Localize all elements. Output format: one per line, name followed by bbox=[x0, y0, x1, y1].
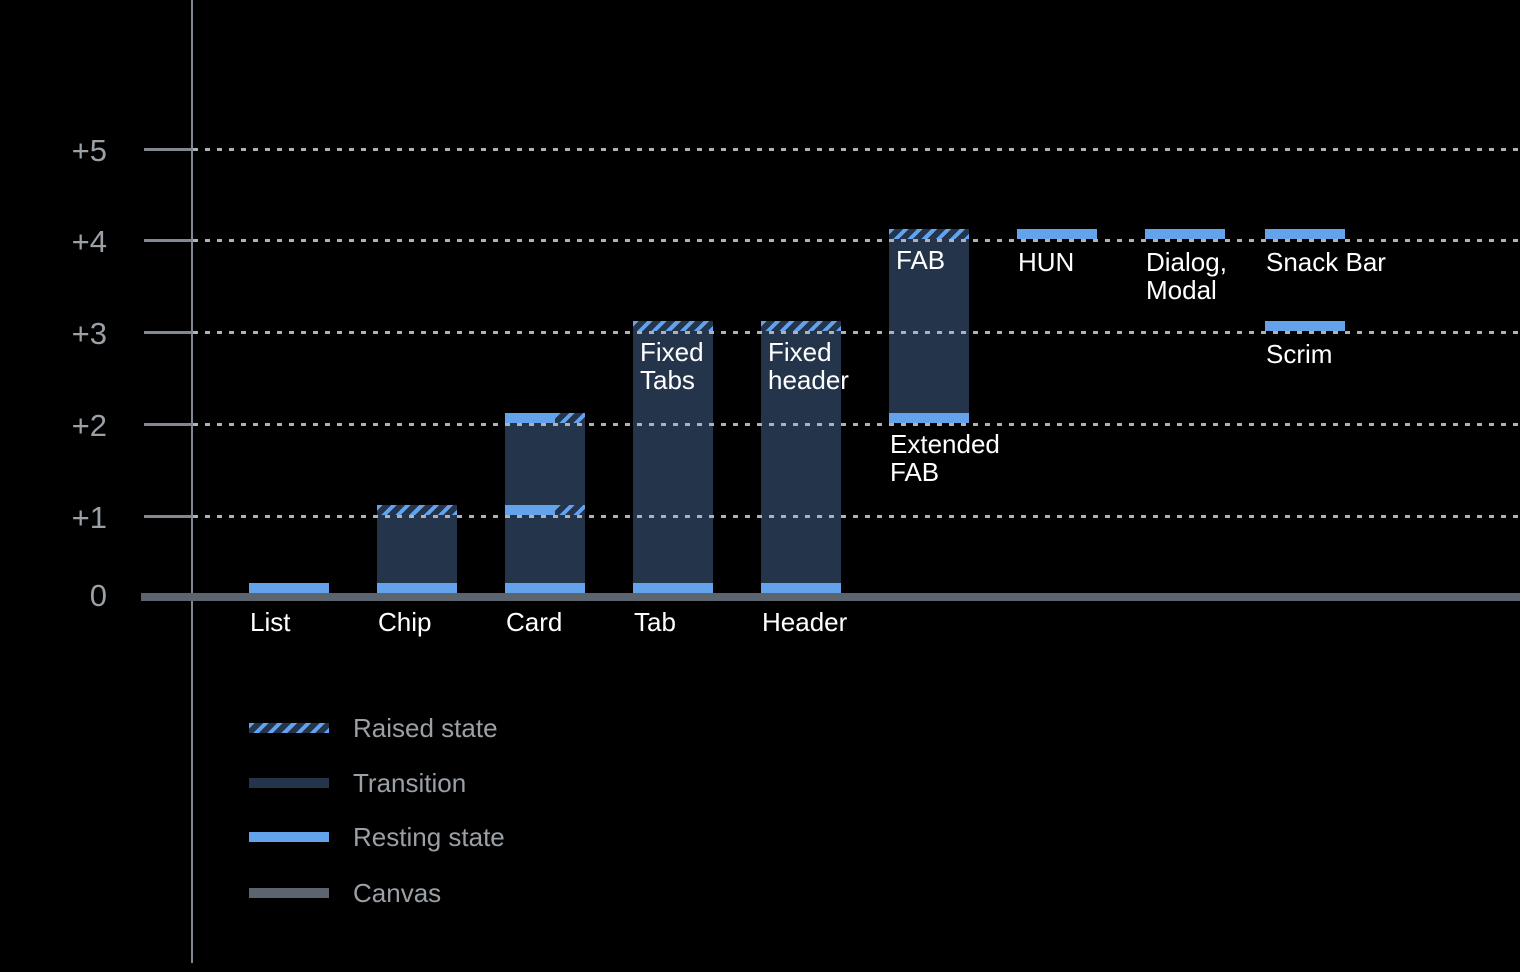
band-resting-chip-l0 bbox=[377, 583, 457, 593]
y-tick-mark-2 bbox=[144, 423, 193, 426]
bar-label-fab: FAB bbox=[896, 245, 946, 275]
bar-caption-list: List bbox=[250, 607, 291, 637]
band-resting-hun-l4 bbox=[1017, 229, 1097, 239]
legend-swatch-transition bbox=[249, 778, 329, 788]
y-tick-label-1: +1 bbox=[71, 500, 107, 535]
bar-caption-tab: Tab bbox=[634, 607, 676, 637]
bar-transition-header bbox=[761, 331, 841, 583]
band-raised-part bbox=[554, 413, 585, 423]
band-resting-dialog-modal-l4 bbox=[1145, 229, 1225, 239]
bar-caption-dialog-modal: Dialog, Modal bbox=[1146, 247, 1227, 305]
band-resting-snack-bar-l4 bbox=[1265, 229, 1345, 239]
bar-transition-fab bbox=[889, 239, 969, 413]
band-resting-list-l0 bbox=[249, 583, 329, 593]
y-tick-mark-1 bbox=[144, 515, 193, 518]
legend-label-transition: Transition bbox=[353, 768, 467, 798]
legend-item-transition: Transition bbox=[249, 769, 466, 797]
bar-caption-scrim: Scrim bbox=[1266, 339, 1333, 369]
legend-item-canvas: Canvas bbox=[249, 879, 441, 907]
gridline-level-2 bbox=[193, 423, 1520, 426]
bar-transition-chip bbox=[377, 515, 457, 583]
bar-caption-fab: Extended FAB bbox=[890, 429, 1000, 487]
band-resting-part bbox=[505, 505, 555, 515]
bar-transition-tab bbox=[633, 331, 713, 583]
y-axis-line bbox=[191, 0, 193, 963]
bar-label-header: Fixed header bbox=[768, 337, 849, 395]
band-raised-fab-l4 bbox=[889, 229, 969, 239]
band-resting-scrim-l3 bbox=[1265, 321, 1345, 331]
bar-caption-header: Header bbox=[762, 607, 848, 637]
canvas-baseline bbox=[141, 593, 1520, 601]
legend-swatch-raised bbox=[249, 723, 329, 733]
bar-caption-hun: HUN bbox=[1018, 247, 1075, 277]
gridline-level-5 bbox=[193, 148, 1520, 151]
gridline-level-3 bbox=[193, 331, 1520, 334]
y-tick-mark-3 bbox=[144, 331, 193, 334]
bar-caption-card: Card bbox=[506, 607, 563, 637]
bar-transition-card bbox=[505, 423, 585, 583]
legend-item-resting: Resting state bbox=[249, 823, 505, 851]
band-raised-chip-l1 bbox=[377, 505, 457, 515]
band-resting-tab-l0 bbox=[633, 583, 713, 593]
legend-swatch-resting bbox=[249, 832, 329, 842]
bar-label-tab: Fixed Tabs bbox=[640, 337, 704, 395]
legend-label-canvas: Canvas bbox=[353, 878, 442, 908]
band-raised-part bbox=[554, 505, 585, 515]
band-raised-tab-l3 bbox=[633, 321, 713, 331]
band-resting-header-l0 bbox=[761, 583, 841, 593]
bar-caption-chip: Chip bbox=[378, 607, 432, 637]
y-tick-label-0: 0 bbox=[89, 578, 107, 613]
y-tick-label-5: +5 bbox=[71, 133, 107, 168]
band-split-card-l2 bbox=[505, 413, 585, 423]
y-tick-label-3: +3 bbox=[71, 316, 107, 351]
band-resting-part bbox=[505, 413, 555, 423]
y-tick-label-4: +4 bbox=[71, 224, 107, 259]
gridline-level-1 bbox=[193, 515, 1520, 518]
y-tick-label-2: +2 bbox=[71, 408, 107, 443]
legend-label-raised: Raised state bbox=[353, 713, 498, 743]
band-resting-card-l0 bbox=[505, 583, 585, 593]
y-tick-mark-5 bbox=[144, 148, 193, 151]
band-split-card-l1 bbox=[505, 505, 585, 515]
legend-label-resting: Resting state bbox=[353, 822, 505, 852]
band-raised-header-l3 bbox=[761, 321, 841, 331]
legend-item-raised: Raised state bbox=[249, 714, 498, 742]
legend-swatch-canvas bbox=[249, 888, 329, 898]
gridline-level-4 bbox=[193, 239, 1520, 242]
bar-caption-snack-bar: Snack Bar bbox=[1266, 247, 1386, 277]
y-tick-mark-4 bbox=[144, 239, 193, 242]
band-resting-fab-l2 bbox=[889, 413, 969, 423]
